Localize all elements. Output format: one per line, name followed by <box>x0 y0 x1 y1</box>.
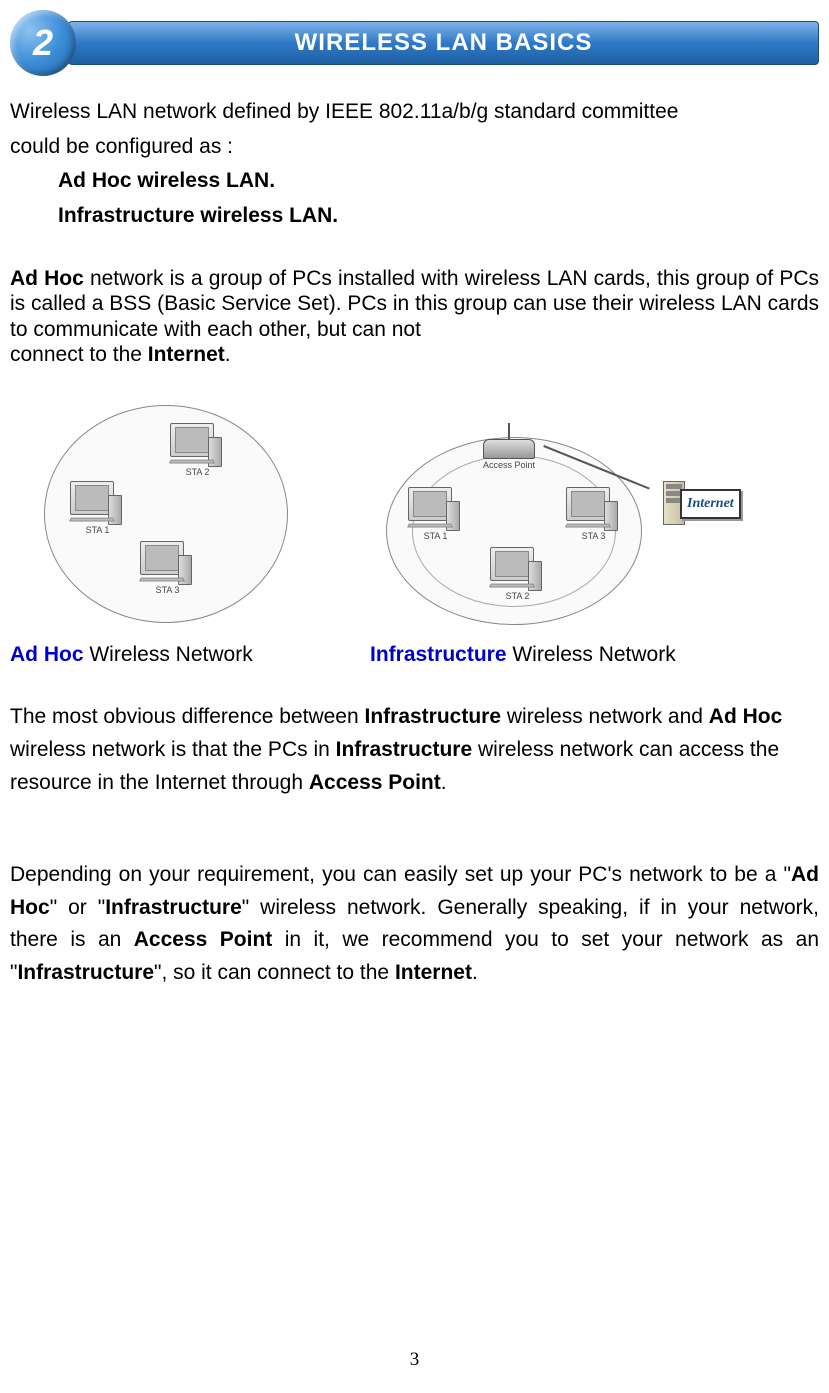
chapter-number-badge: 2 <box>10 10 76 76</box>
intro-line-1: Wireless LAN network defined by IEEE 802… <box>10 96 819 129</box>
adhoc-pc-icon: STA 1 <box>70 481 125 538</box>
chapter-number: 2 <box>33 22 53 64</box>
infra-pc-label: STA 3 <box>566 530 621 544</box>
adhoc-p2-suffix: . <box>225 343 231 366</box>
infra-pc-label: STA 1 <box>408 530 463 544</box>
ap-label: Access Point <box>478 459 540 473</box>
adhoc-caption: Ad Hoc Wireless Network <box>10 639 370 672</box>
adhoc-pc-icon: STA 3 <box>140 541 195 598</box>
adhoc-caption-rest: Wireless Network <box>84 643 253 666</box>
adhoc-caption-blue: Ad Hoc <box>10 643 84 666</box>
infra-caption: Infrastructure Wireless Network <box>370 639 760 672</box>
recommendation-paragraph: Depending on your requirement, you can e… <box>10 859 819 989</box>
intro-line-2: could be configured as : <box>10 131 819 164</box>
page-number: 3 <box>0 1349 829 1371</box>
difference-paragraph: The most obvious difference between Infr… <box>10 701 819 799</box>
internet-label: Internet <box>680 489 741 519</box>
adhoc-p2-bold: Internet <box>148 343 225 366</box>
intro-item-1: Ad Hoc wireless LAN. <box>10 165 819 198</box>
infra-pc-label: STA 2 <box>490 590 545 604</box>
diagram-captions: Ad Hoc Wireless Network Infrastructure W… <box>10 639 819 672</box>
network-diagrams: STA 1STA 2STA 3 Access Point STA 1STA 2S… <box>10 377 819 633</box>
infra-diagram: Access Point STA 1 STA 2 STA 3 Internet <box>370 377 760 633</box>
adhoc-description: Ad Hoc network is a group of PCs install… <box>10 266 819 367</box>
adhoc-p2-prefix: connect to the <box>10 343 148 366</box>
infra-caption-rest: Wireless Network <box>507 643 676 666</box>
adhoc-pc-icon: STA 2 <box>170 423 225 480</box>
chapter-title: WIRELESS LAN BASICS <box>295 29 593 57</box>
adhoc-rest: network is a group of PCs installed with… <box>10 267 819 340</box>
infra-pc-icon: STA 3 <box>566 487 621 544</box>
access-point-icon: Access Point <box>478 423 540 473</box>
adhoc-pc-label: STA 1 <box>70 524 125 538</box>
adhoc-diagram: STA 1 STA 2 STA 3 <box>10 377 370 633</box>
chapter-header: 2 WIRELESS LAN BASICS <box>10 10 819 76</box>
infra-pc-icon: STA 1 <box>408 487 463 544</box>
body-content: Wireless LAN network defined by IEEE 802… <box>10 96 819 989</box>
infra-pc-icon: STA 2 <box>490 547 545 604</box>
adhoc-pc-label: STA 2 <box>170 466 225 480</box>
infra-caption-blue: Infrastructure <box>370 643 507 666</box>
adhoc-pc-label: STA 3 <box>140 584 195 598</box>
chapter-title-bar: WIRELESS LAN BASICS <box>68 21 819 65</box>
adhoc-lead-bold: Ad Hoc <box>10 267 84 290</box>
intro-item-2: Infrastructure wireless LAN. <box>10 200 819 233</box>
